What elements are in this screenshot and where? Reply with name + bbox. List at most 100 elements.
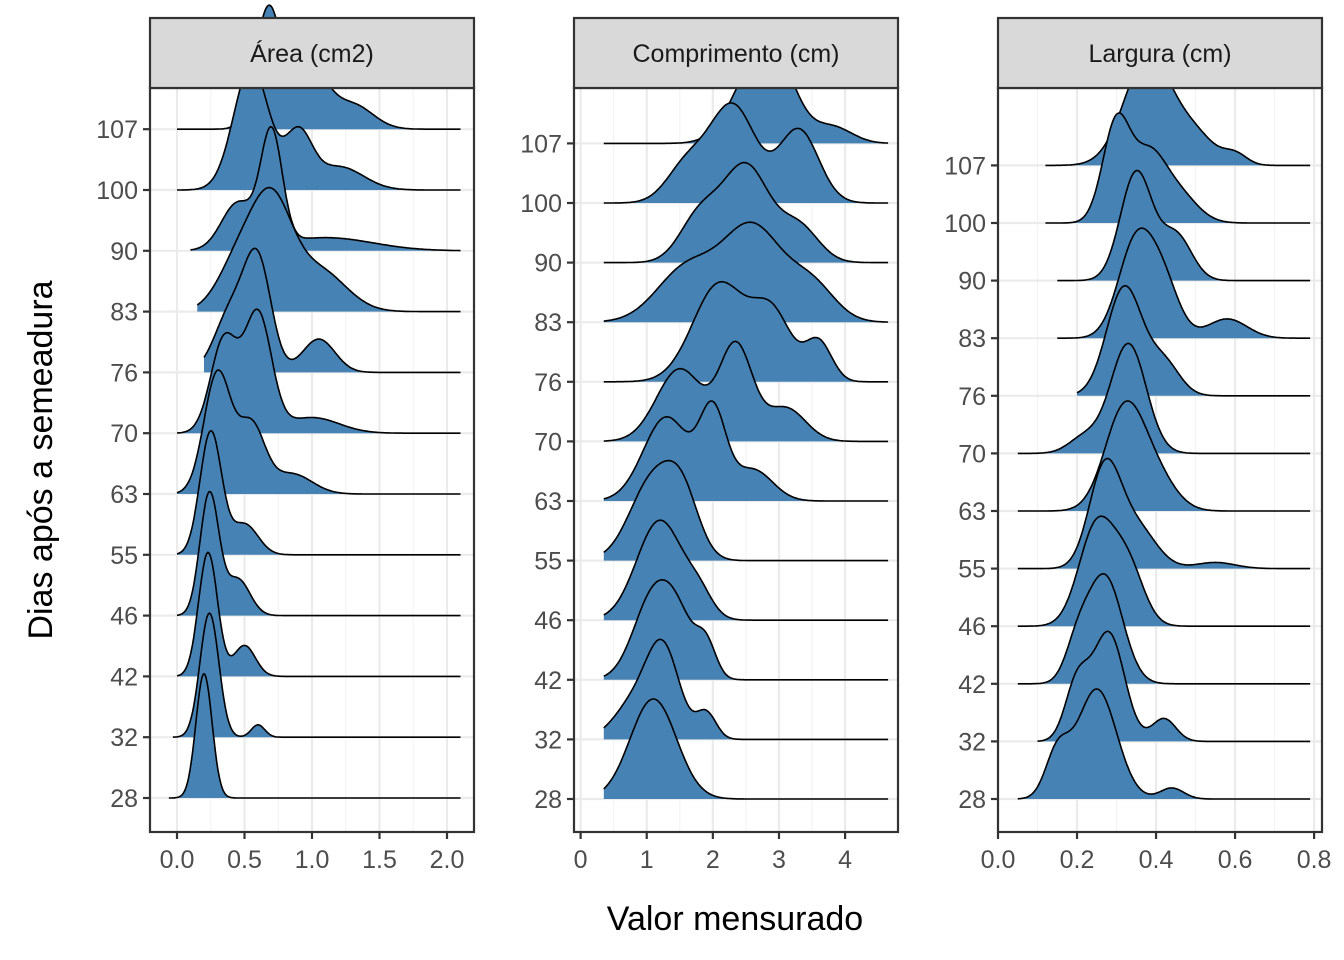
ridge-fill-day-90 [603,162,889,263]
ridge-line-day-70 [603,340,889,443]
panel: Largura (cm) 0.0 0.2 0.4 0.6 0.8 28 32 42 46 55 63 7… [944,16,1332,874]
ridge-line-day-28 [1017,688,1311,800]
ridge-line-day-55 [603,459,889,562]
y-tick-label: 63 [958,498,986,526]
ridge-line-day-83 [196,186,461,313]
x-tick-label: 0.0 [160,846,195,874]
ridge-fill-day-42 [603,579,889,680]
y-tick-label: 76 [534,369,562,397]
panel-title: Largura (cm) [1088,40,1231,68]
ridge-line-day-28 [168,673,461,799]
y-tick-label: 70 [110,420,138,448]
x-tick-label: 3 [772,846,786,874]
ridge-fill-day-63 [1017,401,1311,511]
ridge-fill-day-28 [168,674,461,798]
y-tick-label: 42 [958,671,986,699]
ridge-line-day-100 [603,102,889,204]
strip-background [572,16,900,90]
x-tick-label: 0.6 [1218,846,1253,874]
ridge-line-day-32 [172,612,461,738]
strip-background [148,16,476,90]
y-tick-label: 107 [96,116,138,144]
x-tick-label: 1.0 [295,846,330,874]
ridge-fill-day-100 [603,103,889,203]
y-tick-label: 70 [534,428,562,456]
ridge-line-day-70 [176,308,461,434]
y-tick-label: 32 [110,724,138,752]
panel-title: Área (cm2) [250,39,374,68]
ridge-line-day-42 [176,551,461,678]
x-tick-label: 2.0 [430,846,465,874]
y-tick-label: 55 [958,556,986,584]
ridge-line-day-46 [176,490,461,617]
y-tick-label: 42 [534,667,562,695]
ridge-fill-day-107 [603,43,889,144]
ridge-fill-day-83 [603,222,889,323]
ridge-line-day-46 [603,519,889,621]
ridge-fill-day-100 [177,66,461,190]
y-tick-label: 63 [534,488,562,516]
x-tick-label: 0.4 [1139,846,1174,874]
panel-title: Comprimento (cm) [633,40,840,68]
y-tick-label: 83 [958,325,986,353]
ridge-line-day-46 [1017,515,1311,627]
y-tick-label: 83 [110,299,138,327]
ridge-line-day-83 [603,221,889,323]
ridge-line-day-28 [603,698,889,800]
x-tick-label: 1 [640,846,654,874]
x-axis-title: Valor mensurado [607,900,863,938]
y-tick-label: 90 [958,268,986,296]
ridge-line-day-32 [1037,630,1311,743]
ridge-line-day-76 [1076,285,1311,397]
y-tick-label: 28 [110,785,138,813]
ridge-fill-day-76 [603,281,889,382]
ridge-line-day-55 [1017,457,1311,570]
y-tick-label: 32 [534,726,562,754]
ridge-line-day-83 [1057,227,1311,339]
ridge-line-day-76 [203,247,461,374]
y-tick-label: 46 [534,607,562,635]
x-tick-label: 0.8 [1297,846,1332,874]
ridge-fill-day-70 [177,309,461,434]
x-tick-label: 0 [574,846,588,874]
strip-background [996,16,1324,90]
y-tick-label: 100 [520,190,562,218]
y-tick-label: 70 [958,440,986,468]
y-tick-label: 76 [110,359,138,387]
y-tick-label: 107 [944,152,986,180]
ridge-line-day-42 [603,578,889,681]
x-tick-label: 4 [838,846,852,874]
panel: Comprimento (cm) 0 1 2 3 4 28 32 42 46 55 63 70 76 83 9… [520,16,900,874]
y-tick-label: 100 [96,177,138,205]
y-tick-label: 63 [110,481,138,509]
x-tick-label: 0.0 [981,846,1016,874]
ridge-line-day-76 [603,281,889,383]
ridge-line-day-42 [1017,572,1311,685]
ridge-line-day-63 [603,400,889,502]
ridge-line-day-70 [1017,342,1311,455]
x-tick-label: 0.5 [227,846,262,874]
y-tick-label: 55 [110,542,138,570]
ridge-line-day-63 [1017,400,1311,512]
y-tick-label: 90 [534,250,562,278]
y-tick-label: 42 [110,663,138,691]
y-tick-label: 100 [944,210,986,238]
ridge-line-day-107 [1045,54,1311,167]
y-tick-label: 46 [110,603,138,631]
ridge-fill-day-90 [1057,170,1311,281]
y-tick-label: 28 [534,786,562,814]
y-tick-label: 32 [958,728,986,756]
ridge-line-day-100 [177,65,461,191]
x-tick-label: 0.2 [1060,846,1095,874]
x-tick-label: 2 [706,846,720,874]
ridge-fill-day-28 [1017,689,1311,799]
ridge-fill-day-28 [603,699,889,799]
x-tick-label: 1.5 [362,846,397,874]
ridge-fill-day-70 [603,341,889,442]
ridge-line-day-90 [190,126,461,252]
y-tick-label: 83 [534,309,562,337]
y-tick-label: 107 [520,130,562,158]
y-tick-label: 46 [958,613,986,641]
ridge-fill-day-32 [603,639,889,740]
